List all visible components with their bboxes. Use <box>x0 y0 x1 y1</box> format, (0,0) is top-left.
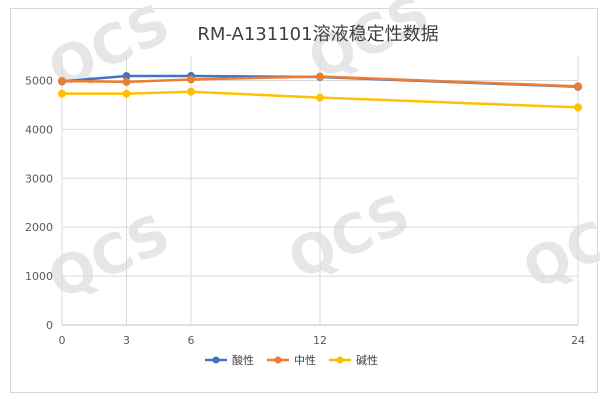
legend-marker <box>336 356 344 364</box>
watermark-text: QCS <box>39 202 179 312</box>
watermark-text: QCS <box>514 192 600 302</box>
x-tick-label: 6 <box>188 334 195 347</box>
y-tick-label: 3000 <box>25 172 53 185</box>
legend-label: 中性 <box>294 353 316 367</box>
data-point[interactable] <box>574 103 582 112</box>
x-tick-label: 3 <box>123 334 130 347</box>
data-point[interactable] <box>187 87 195 96</box>
y-tick-label: 1000 <box>25 270 53 283</box>
series-2 <box>58 72 582 91</box>
y-tick-label: 0 <box>46 319 53 332</box>
series-3 <box>58 87 582 112</box>
y-tick-label: 4000 <box>25 123 53 136</box>
y-axis-ticks: 0 1000 2000 3000 4000 5000 <box>25 74 53 332</box>
chart-title: RM-A131101溶液稳定性数据 <box>197 24 438 45</box>
legend-item[interactable]: 酸性 <box>205 353 254 367</box>
y-tick-label: 5000 <box>25 74 53 87</box>
watermark-text: QCS <box>279 182 419 292</box>
legend-marker <box>212 356 220 364</box>
legend-item[interactable]: 中性 <box>267 353 316 367</box>
data-point[interactable] <box>316 72 324 81</box>
x-axis-ticks: 0 3 6 12 24 <box>59 334 586 347</box>
data-point[interactable] <box>58 89 66 98</box>
x-tick-label: 12 <box>313 334 327 347</box>
series-layer <box>58 72 582 112</box>
data-point[interactable] <box>58 76 66 85</box>
x-tick-label: 24 <box>571 334 585 347</box>
watermark-text: QCS <box>39 0 179 102</box>
data-point[interactable] <box>122 77 131 86</box>
legend-label: 酸性 <box>232 353 254 367</box>
legend-item[interactable]: 碱性 <box>329 353 378 367</box>
legend-label: 碱性 <box>356 353 378 367</box>
chart-frame <box>10 8 598 393</box>
y-tick-label: 2000 <box>25 221 53 234</box>
data-point[interactable] <box>574 82 582 91</box>
x-tick-label: 0 <box>59 334 66 347</box>
legend[interactable]: 酸性 中性 碱性 <box>205 353 378 367</box>
data-point[interactable] <box>187 75 195 84</box>
legend-marker <box>274 356 282 364</box>
data-point[interactable] <box>122 89 131 98</box>
data-point[interactable] <box>316 93 324 102</box>
